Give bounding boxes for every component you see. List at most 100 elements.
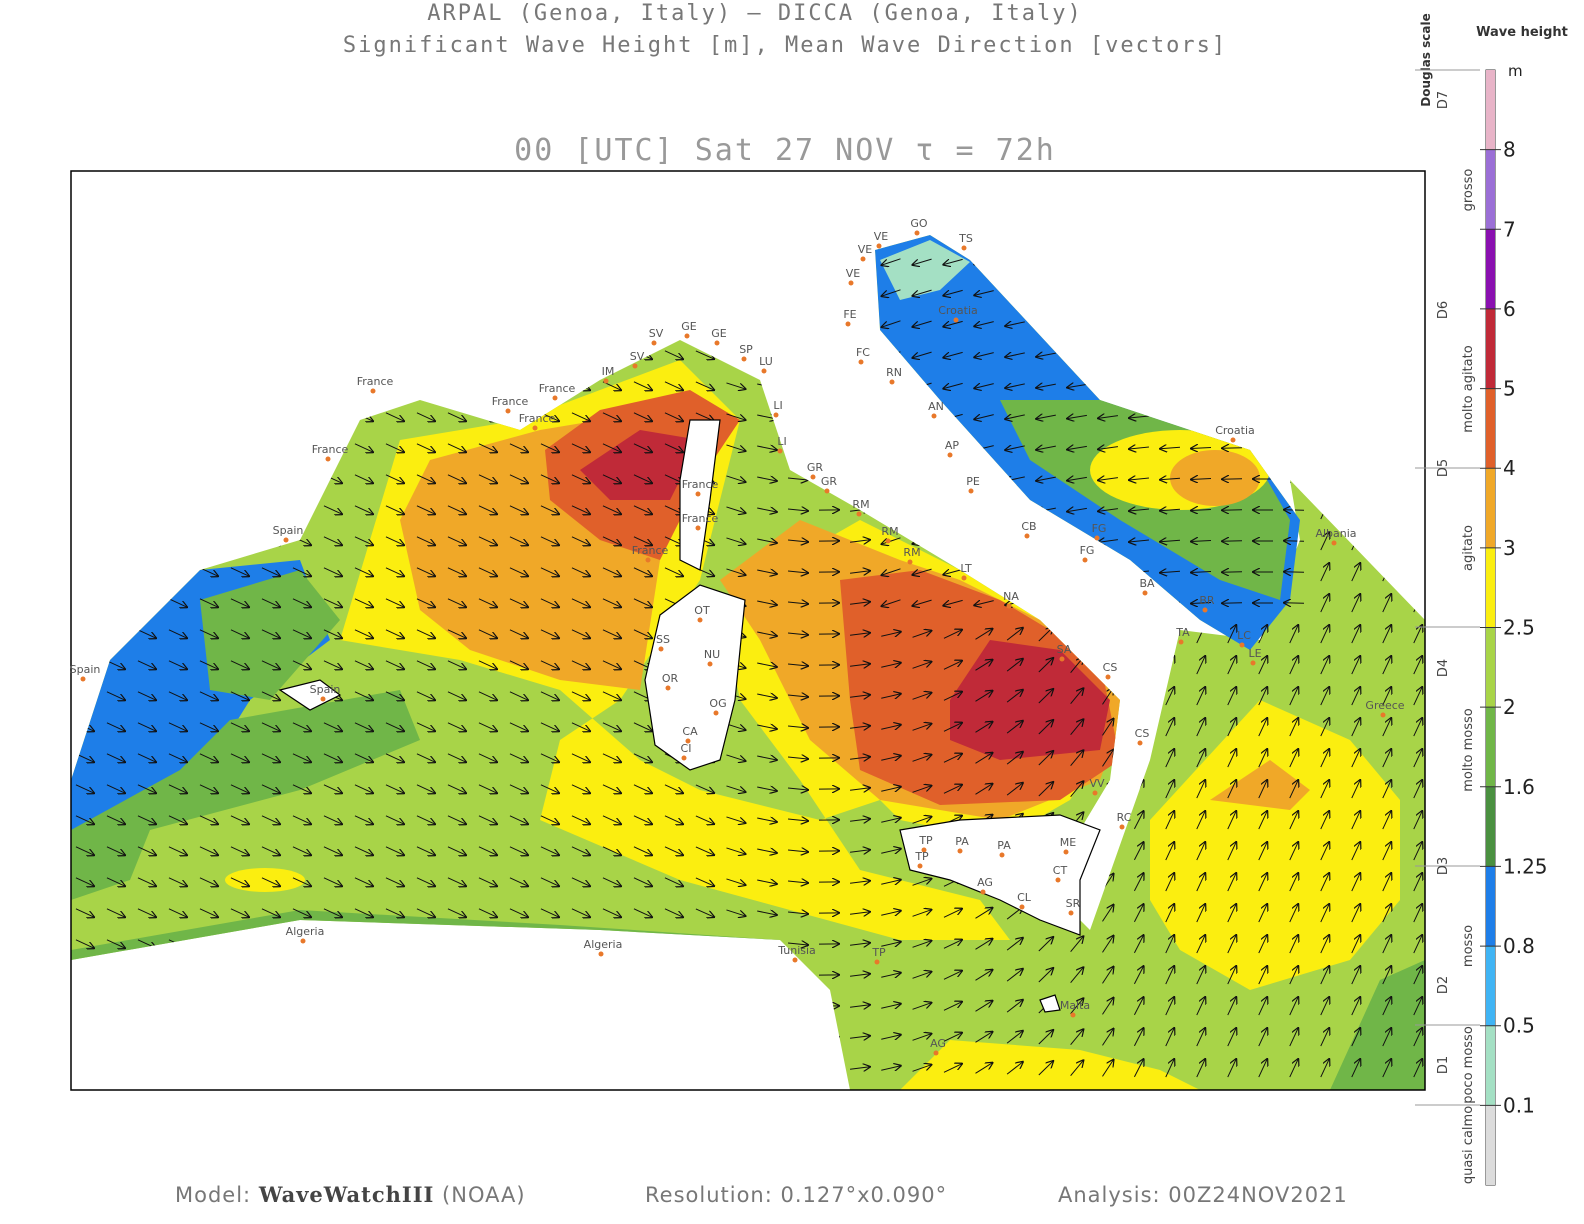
vector	[1382, 563, 1391, 582]
vector	[416, 257, 435, 266]
vector	[633, 939, 652, 948]
vector	[633, 505, 652, 514]
vector	[106, 288, 125, 297]
vector	[509, 567, 528, 576]
vector	[416, 784, 435, 793]
vector	[1382, 470, 1391, 489]
vector	[106, 319, 125, 328]
vector	[696, 196, 714, 204]
vector	[230, 784, 249, 793]
vector	[1133, 935, 1143, 954]
vector	[1258, 749, 1267, 768]
vector	[1160, 261, 1181, 263]
vector	[447, 288, 466, 297]
vector	[757, 539, 777, 543]
vector	[168, 908, 187, 917]
vector	[1284, 262, 1305, 263]
place-marker	[858, 359, 864, 365]
vector	[323, 753, 342, 762]
vector	[943, 754, 962, 763]
vector	[478, 1001, 497, 1010]
vector	[1036, 446, 1056, 450]
vector	[943, 568, 963, 574]
vector	[757, 911, 777, 915]
vector	[1289, 935, 1298, 954]
vector	[385, 908, 404, 917]
vector	[1320, 563, 1329, 582]
vector	[169, 196, 187, 204]
vector	[850, 664, 870, 666]
vector	[602, 1001, 621, 1010]
vector	[447, 412, 466, 421]
vector	[1160, 230, 1180, 232]
vector	[850, 695, 870, 697]
vector	[1070, 936, 1084, 953]
place-label: SP	[739, 343, 753, 356]
vector	[664, 815, 683, 824]
vector	[571, 722, 590, 731]
vector	[1227, 904, 1236, 923]
vector	[448, 196, 466, 204]
vector	[323, 412, 342, 421]
vector	[633, 381, 652, 390]
place-marker	[999, 852, 1005, 858]
vector	[1382, 408, 1391, 427]
vector	[1382, 873, 1391, 892]
vector	[1005, 508, 1025, 512]
vector	[664, 443, 683, 452]
vector	[447, 319, 466, 328]
vector	[416, 660, 435, 669]
vector	[757, 942, 777, 946]
colorbar-segment	[1486, 1105, 1495, 1185]
vector	[912, 941, 932, 948]
vector	[75, 288, 94, 297]
vector	[850, 292, 870, 294]
place-marker	[325, 456, 331, 462]
vector	[168, 505, 187, 514]
vector	[1102, 626, 1113, 643]
vector	[1133, 904, 1143, 923]
vector	[199, 753, 218, 762]
vector	[726, 289, 745, 296]
vector	[787, 850, 808, 852]
vector	[1284, 355, 1305, 356]
vector	[850, 1067, 870, 1069]
vector	[168, 815, 187, 824]
vector	[168, 970, 187, 979]
vector	[168, 412, 187, 421]
place-label: GR	[821, 475, 838, 488]
vector	[633, 908, 652, 917]
vector	[1227, 718, 1236, 737]
vector	[168, 567, 187, 576]
vector	[881, 1035, 900, 1040]
vector	[447, 939, 466, 948]
vector	[261, 319, 280, 328]
place-label: CA	[682, 725, 698, 738]
vector	[633, 629, 652, 638]
vector	[695, 939, 714, 948]
vector	[75, 784, 94, 793]
vector	[974, 198, 993, 203]
vector	[1070, 750, 1084, 767]
vector	[385, 319, 404, 328]
vector	[199, 319, 218, 328]
vector	[1070, 688, 1084, 705]
place-label: SS	[656, 633, 670, 646]
vector	[1382, 532, 1391, 551]
vector	[975, 908, 993, 919]
vector	[292, 1032, 311, 1041]
vector	[1258, 873, 1267, 892]
colorbar-tick-label: 5	[1503, 377, 1516, 401]
vector	[1382, 501, 1391, 520]
vector	[633, 443, 652, 452]
vector	[1320, 284, 1329, 303]
vector	[1191, 571, 1212, 572]
vector	[1067, 508, 1087, 511]
vector	[1351, 253, 1360, 272]
vector	[788, 199, 808, 201]
footer-model-source: (NOAA)	[442, 1183, 526, 1207]
vector	[1284, 200, 1304, 201]
vector	[1165, 842, 1174, 861]
vector	[261, 505, 280, 514]
vector	[540, 1063, 559, 1072]
